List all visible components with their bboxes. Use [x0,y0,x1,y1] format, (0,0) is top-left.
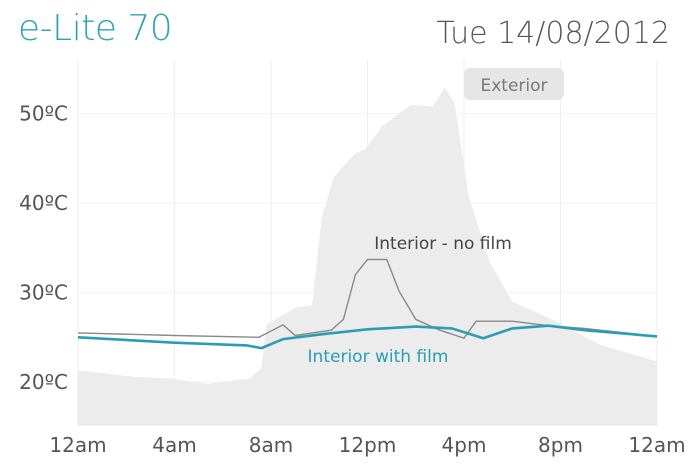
chart-title: e-Lite 70 [18,8,173,49]
x-tick-label: 8pm [538,433,583,457]
chart-date: Tue 14/08/2012 [436,16,670,51]
no-film-label: Interior - no film [374,234,512,254]
interior-with-film-line [77,324,658,350]
exterior-area [78,87,657,425]
x-tick-label: 12am [49,433,106,457]
y-tick-label: 20ºC [19,370,68,394]
x-tick-label: 4pm [442,433,487,457]
with-film-label: Interior with film [308,347,449,367]
x-tick-label: 4am [152,433,196,457]
y-tick-label: 50ºC [19,102,68,126]
y-tick-label: 30ºC [19,281,68,305]
exterior-legend-box [464,68,564,100]
x-tick-label: 8am [249,433,293,457]
x-tick-label: 12pm [339,433,397,457]
exterior-label: Exterior [480,76,547,96]
interior-no-film-line [77,258,658,340]
x-tick-label: 12am [628,433,685,457]
y-tick-label: 40ºC [19,191,68,215]
